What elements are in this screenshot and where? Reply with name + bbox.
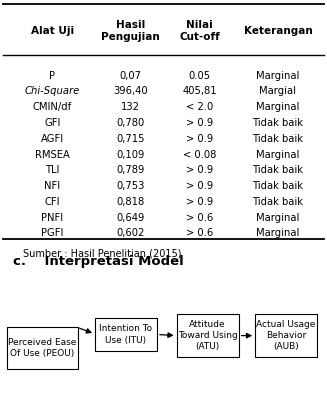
Text: Hasil
Pengujian: Hasil Pengujian	[101, 20, 160, 42]
Text: Perceived Ease
Of Use (PEOU): Perceived Ease Of Use (PEOU)	[8, 338, 77, 358]
Text: PNFI: PNFI	[41, 213, 63, 223]
Text: Attitude
Toward Using
(ATU): Attitude Toward Using (ATU)	[178, 320, 237, 351]
Text: NFI: NFI	[44, 181, 60, 191]
Text: Alat Uji: Alat Uji	[31, 26, 74, 36]
Text: Marginal: Marginal	[256, 213, 300, 223]
Text: PGFI: PGFI	[41, 229, 63, 238]
Text: P: P	[49, 71, 55, 81]
Text: GFI: GFI	[44, 118, 60, 128]
Text: AGFI: AGFI	[41, 134, 64, 144]
Text: > 0.9: > 0.9	[186, 197, 213, 207]
Text: 0,602: 0,602	[117, 229, 145, 238]
Text: > 0.9: > 0.9	[186, 165, 213, 175]
Text: > 0.9: > 0.9	[186, 118, 213, 128]
Text: Marginal: Marginal	[256, 149, 300, 160]
Text: Nilai
Cut-off: Nilai Cut-off	[179, 20, 220, 42]
Text: CMIN/df: CMIN/df	[33, 102, 72, 112]
Text: 0.05: 0.05	[188, 71, 211, 81]
Text: 0,07: 0,07	[120, 71, 142, 81]
Text: > 0.9: > 0.9	[186, 181, 213, 191]
Text: Marginal: Marginal	[256, 229, 300, 238]
Text: Intention To
Use (ITU): Intention To Use (ITU)	[99, 324, 152, 344]
Text: Margial: Margial	[259, 86, 297, 97]
Text: 0,789: 0,789	[117, 165, 145, 175]
Text: Keterangan: Keterangan	[244, 26, 312, 36]
Text: Tidak baik: Tidak baik	[252, 118, 303, 128]
Text: > 0.9: > 0.9	[186, 134, 213, 144]
Text: 405,81: 405,81	[182, 86, 217, 97]
Text: Marginal: Marginal	[256, 102, 300, 112]
Text: Tidak baik: Tidak baik	[252, 181, 303, 191]
Text: Marginal: Marginal	[256, 71, 300, 81]
Text: Sumber : Hasil Penelitian (2015): Sumber : Hasil Penelitian (2015)	[23, 249, 181, 259]
Bar	[7, 327, 78, 369]
Text: 0,780: 0,780	[117, 118, 145, 128]
Text: 0,715: 0,715	[116, 134, 145, 144]
Text: 0,109: 0,109	[117, 149, 145, 160]
Text: > 0.6: > 0.6	[186, 213, 213, 223]
Text: Chi-Square: Chi-Square	[25, 86, 80, 97]
Text: < 0.08: < 0.08	[183, 149, 216, 160]
Text: 0,818: 0,818	[117, 197, 145, 207]
Text: RMSEA: RMSEA	[35, 149, 70, 160]
Text: > 0.6: > 0.6	[186, 229, 213, 238]
Text: Tidak baik: Tidak baik	[252, 197, 303, 207]
Text: 396,40: 396,40	[113, 86, 148, 97]
Text: Tidak baik: Tidak baik	[252, 165, 303, 175]
Text: c.    Interpretasi Model: c. Interpretasi Model	[13, 255, 184, 268]
Text: Actual Usage
Behavior
(AUB): Actual Usage Behavior (AUB)	[256, 320, 316, 351]
Text: 0,753: 0,753	[117, 181, 145, 191]
Text: 0,649: 0,649	[117, 213, 145, 223]
Bar	[255, 314, 317, 357]
Text: TLI: TLI	[45, 165, 60, 175]
Text: < 2.0: < 2.0	[186, 102, 213, 112]
Text: CFI: CFI	[44, 197, 60, 207]
Bar	[95, 318, 157, 351]
Text: Tidak baik: Tidak baik	[252, 134, 303, 144]
Text: 132: 132	[121, 102, 140, 112]
Bar	[177, 314, 239, 357]
